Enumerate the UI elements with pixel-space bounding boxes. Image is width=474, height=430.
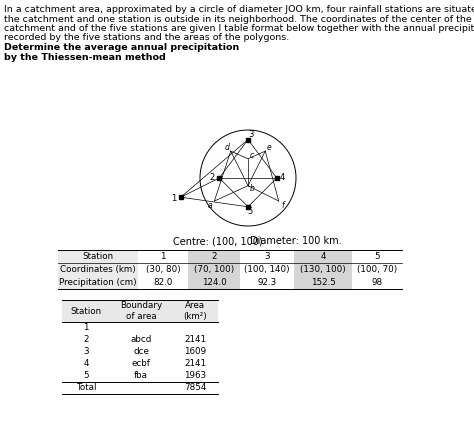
Text: Determine the average annual precipitation: Determine the average annual precipitati… [4,43,239,52]
Text: the catchment and one station is outside in its neighborhood. The coordinates of: the catchment and one station is outside… [4,15,472,24]
Bar [62,300,110,322]
Text: d: d [224,143,229,152]
Text: Station: Station [82,252,114,261]
Text: 1963: 1963 [184,372,206,381]
Text: 1: 1 [83,323,89,332]
Bar [188,250,240,263]
Text: 124.0: 124.0 [201,278,227,287]
Text: recorded by the five stations and the areas of the polygons.: recorded by the five stations and the ar… [4,34,292,43]
Text: (30, 80): (30, 80) [146,265,181,274]
Text: 1: 1 [160,252,166,261]
Bar [240,250,294,263]
Text: Centre: (100, 100): Centre: (100, 100) [173,236,263,246]
Bar [294,250,352,263]
Text: 2: 2 [210,172,215,181]
Bar [58,276,138,289]
Text: 4: 4 [279,173,284,182]
Bar [352,263,402,276]
Text: 82.0: 82.0 [153,278,173,287]
Bar [352,276,402,289]
Text: 1609: 1609 [184,347,206,356]
Text: 3: 3 [264,252,270,261]
Bar [138,250,188,263]
Bar [188,263,240,276]
Bar [352,250,402,263]
Text: (100, 70): (100, 70) [357,265,397,274]
Text: (70, 100): (70, 100) [194,265,234,274]
Text: 5: 5 [83,372,89,381]
Text: (130, 100): (130, 100) [300,265,346,274]
Bar [110,300,172,322]
Text: Area
(km²): Area (km²) [183,301,207,321]
Text: dce: dce [133,347,149,356]
Text: fba: fba [134,372,148,381]
Text: 92.3: 92.3 [257,278,277,287]
Text: abcd: abcd [130,335,152,344]
Text: 4: 4 [83,359,89,369]
Text: a: a [208,200,213,209]
Text: catchment and of the five stations are given I table format below together with : catchment and of the five stations are g… [4,24,474,33]
Bar [172,300,218,322]
Text: Diameter: 100 km.: Diameter: 100 km. [250,236,342,246]
Text: f: f [282,200,284,209]
Bar [188,276,240,289]
Text: by the Thiessen-mean method: by the Thiessen-mean method [4,52,166,61]
Text: Station: Station [71,307,101,316]
Text: 2141: 2141 [184,359,206,369]
Bar [240,276,294,289]
Text: 98: 98 [372,278,383,287]
Text: 2: 2 [211,252,217,261]
Bar [294,263,352,276]
Bar [138,263,188,276]
Text: 2141: 2141 [184,335,206,344]
Text: 4: 4 [320,252,326,261]
Text: Boundary
of area: Boundary of area [120,301,162,321]
Text: 152.5: 152.5 [310,278,336,287]
Bar [58,250,138,263]
Text: c: c [250,151,254,160]
Text: Precipitation (cm): Precipitation (cm) [59,278,137,287]
Text: 2: 2 [83,335,89,344]
Text: ecbf: ecbf [132,359,150,369]
Bar [240,263,294,276]
Text: b: b [250,184,255,193]
Text: 1: 1 [171,194,176,203]
Text: Total: Total [76,384,96,393]
Text: e: e [267,143,272,152]
Text: 5: 5 [374,252,380,261]
Text: Coordinates (km): Coordinates (km) [60,265,136,274]
Text: (100, 140): (100, 140) [244,265,290,274]
Bar [138,276,188,289]
Text: 3: 3 [83,347,89,356]
Text: 7854: 7854 [184,384,206,393]
Text: 3: 3 [248,130,254,139]
Text: 5: 5 [247,207,253,216]
Bar [294,276,352,289]
Text: In a catchment area, approximated by a circle of diameter JOO km, four rainfall : In a catchment area, approximated by a c… [4,5,474,14]
Bar [58,263,138,276]
